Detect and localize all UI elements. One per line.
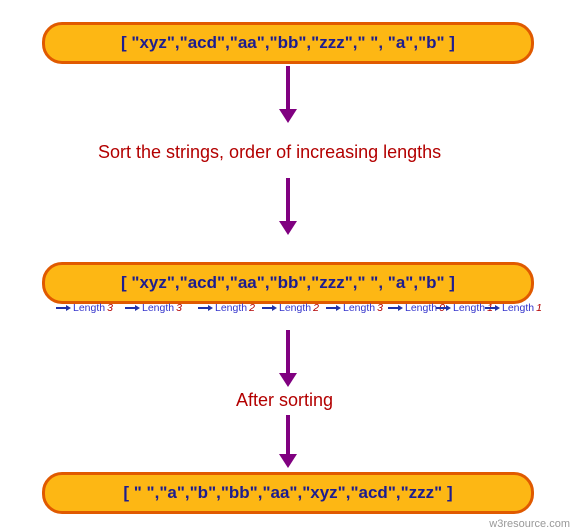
- arrow-right-icon: [485, 305, 500, 311]
- arrow-down-icon: [279, 330, 297, 387]
- arrow-right-icon: [56, 305, 71, 311]
- length-annotation: Length3: [326, 302, 383, 314]
- length-label: Length: [405, 302, 437, 314]
- arrow-right-icon: [326, 305, 341, 311]
- length-annotation: Length2: [262, 302, 319, 314]
- length-label: Length: [343, 302, 375, 314]
- arrow-right-icon: [436, 305, 451, 311]
- length-annotation: Length3: [56, 302, 113, 314]
- arrow-down-icon: [279, 415, 297, 468]
- length-label: Length: [453, 302, 485, 314]
- input-array-box: [ "xyz","acd","aa","bb","zzz"," ", "a","…: [42, 22, 534, 64]
- length-value: 1: [536, 302, 542, 314]
- arrow-right-icon: [198, 305, 213, 311]
- arrow-down-icon: [279, 178, 297, 235]
- length-label: Length: [502, 302, 534, 314]
- watermark: w3resource.com: [489, 518, 570, 530]
- after-sorting-label: After sorting: [236, 390, 333, 411]
- diagram-canvas: [ "xyz","acd","aa","bb","zzz"," ", "a","…: [0, 0, 576, 532]
- length-annotation: Length1: [485, 302, 542, 314]
- arrow-down-icon: [279, 66, 297, 123]
- input-array-text: [ "xyz","acd","aa","bb","zzz"," ", "a","…: [121, 33, 455, 53]
- length-value: 2: [249, 302, 255, 314]
- arrow-right-icon: [125, 305, 140, 311]
- length-value: 2: [313, 302, 319, 314]
- result-array-box: [ " ","a","b","bb","aa","xyz","acd","zzz…: [42, 472, 534, 514]
- arrow-right-icon: [388, 305, 403, 311]
- length-label: Length: [279, 302, 311, 314]
- length-value: 3: [107, 302, 113, 314]
- result-array-text: [ " ","a","b","bb","aa","xyz","acd","zzz…: [123, 483, 452, 503]
- length-annotation: Length3: [125, 302, 182, 314]
- length-label: Length: [215, 302, 247, 314]
- array-with-lengths-text: [ "xyz","acd","aa","bb","zzz"," ", "a","…: [121, 273, 455, 293]
- arrow-right-icon: [262, 305, 277, 311]
- operation-label: Sort the strings, order of increasing le…: [98, 142, 441, 163]
- length-annotation: Length2: [198, 302, 255, 314]
- length-value: 3: [377, 302, 383, 314]
- length-label: Length: [142, 302, 174, 314]
- length-value: 3: [176, 302, 182, 314]
- length-label: Length: [73, 302, 105, 314]
- array-with-lengths-box: [ "xyz","acd","aa","bb","zzz"," ", "a","…: [42, 262, 534, 304]
